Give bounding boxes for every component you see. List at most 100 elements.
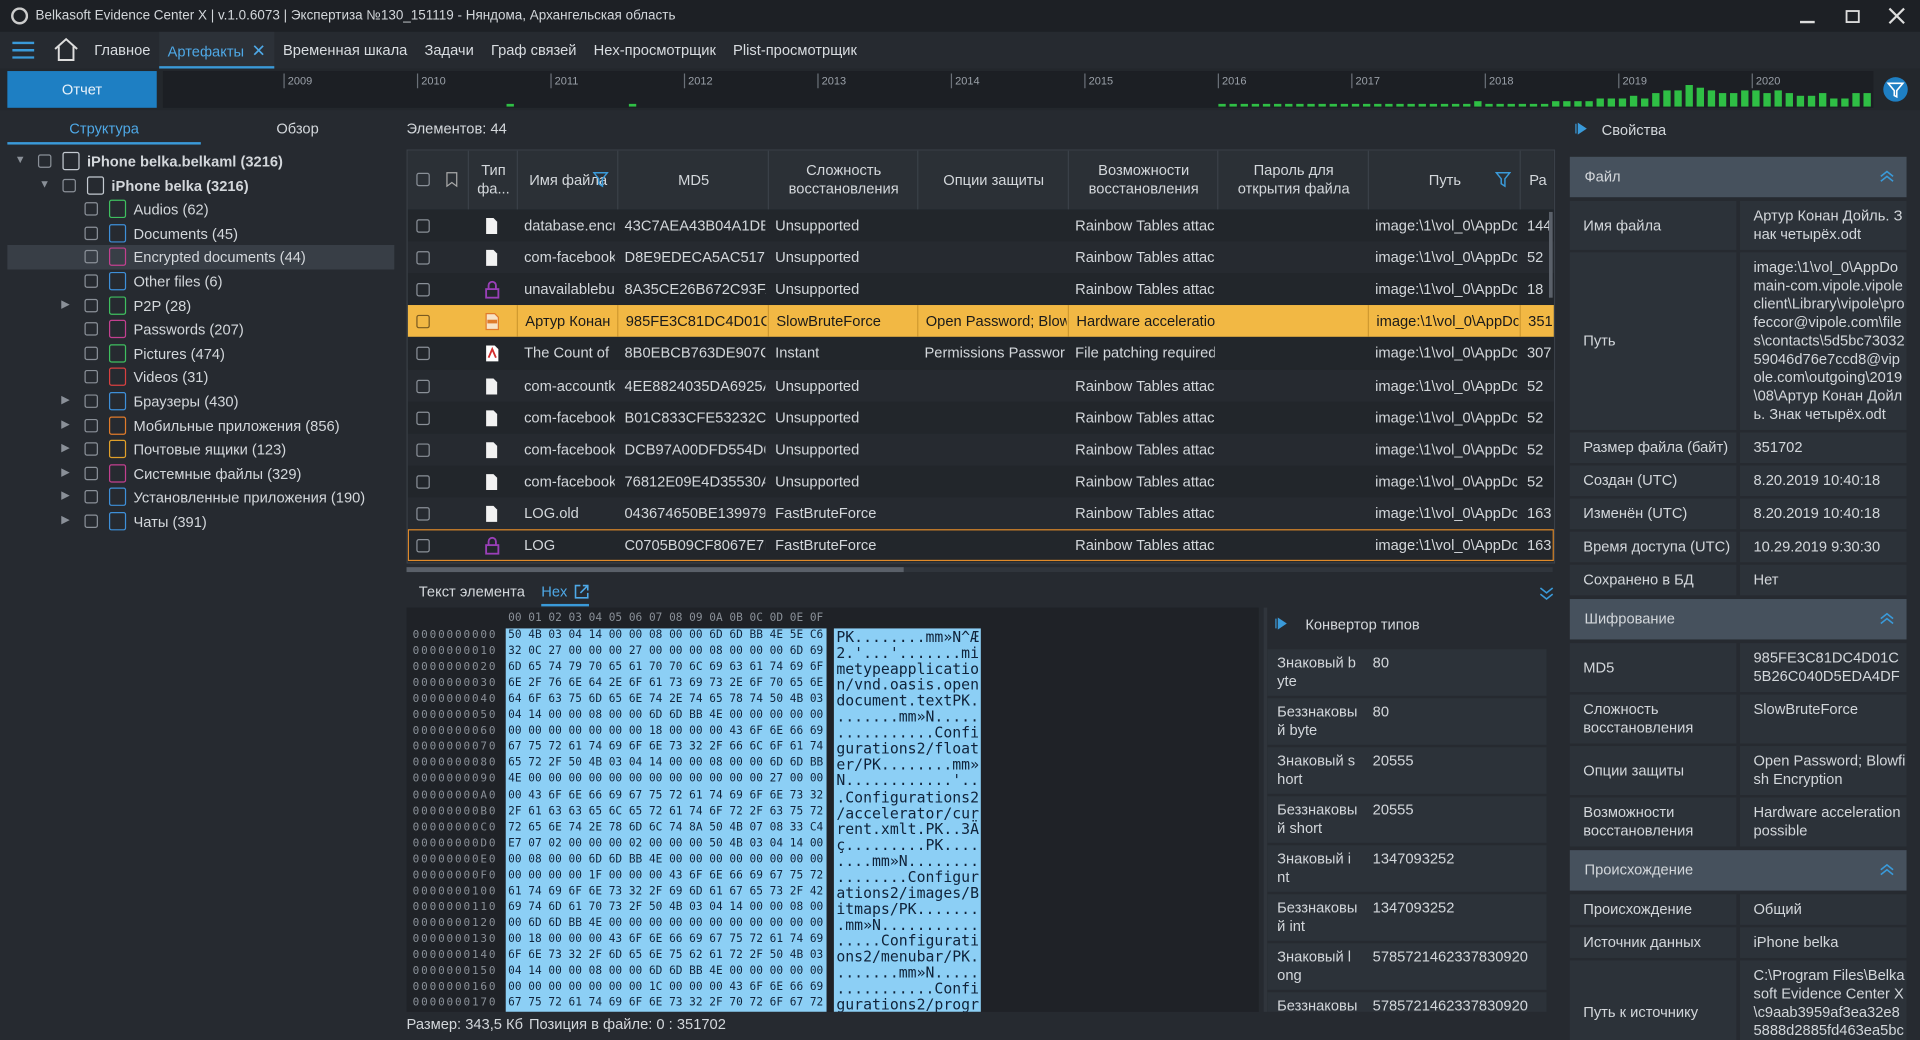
checkbox[interactable] xyxy=(84,442,98,456)
checkbox[interactable] xyxy=(84,226,98,240)
checkbox[interactable] xyxy=(416,475,430,489)
panel-tab[interactable]: Структура xyxy=(7,113,201,145)
checkbox[interactable] xyxy=(84,346,98,360)
v-scrollbar[interactable] xyxy=(1548,211,1553,298)
tree-row[interactable]: ▼ iPhone belka.belkaml (3216) xyxy=(7,149,394,173)
report-button[interactable]: Отчет xyxy=(7,71,157,108)
tree-row[interactable]: ▶ Почтовые ящики (123) xyxy=(7,438,394,462)
tree-row[interactable]: ▶ Установленные приложения (190) xyxy=(7,486,394,510)
hamburger[interactable] xyxy=(12,41,35,59)
window-controls[interactable] xyxy=(1798,7,1914,25)
table-row[interactable]: com-facebook DCB97A00DFD554D6 Unsupported R… xyxy=(407,433,1554,466)
expander[interactable]: ▶ xyxy=(61,393,70,406)
checkbox[interactable] xyxy=(62,178,76,192)
checkbox[interactable] xyxy=(84,394,98,408)
expander[interactable]: ▶ xyxy=(61,441,70,454)
column-header[interactable]: Путь xyxy=(1367,150,1521,210)
menu-item[interactable]: Главное xyxy=(86,32,159,69)
tree-row[interactable]: ▶ Браузеры (430) xyxy=(7,390,394,414)
filter-icon[interactable] xyxy=(1495,171,1512,188)
column-header[interactable]: Имя файла xyxy=(516,150,619,210)
checkbox[interactable] xyxy=(416,251,430,265)
checkbox[interactable] xyxy=(416,379,430,393)
checkbox[interactable] xyxy=(84,202,98,216)
tree-row[interactable]: Passwords (207) xyxy=(7,318,394,342)
checkbox[interactable] xyxy=(84,274,98,288)
expander[interactable]: ▶ xyxy=(61,417,70,430)
expander[interactable]: ▼ xyxy=(14,153,26,166)
tree-row[interactable]: ▶ Чаты (391) xyxy=(7,510,394,534)
checkbox[interactable] xyxy=(84,466,98,480)
menu-item[interactable]: Артефакты ✕ xyxy=(159,31,275,69)
tree-row[interactable]: Encrypted documents (44) xyxy=(7,245,395,270)
section-header[interactable]: Файл xyxy=(1569,156,1907,198)
expander[interactable]: ▶ xyxy=(61,465,70,478)
column-header[interactable]: Сложность восстановления xyxy=(767,150,919,210)
checkbox[interactable] xyxy=(84,418,98,432)
checkbox[interactable] xyxy=(84,250,98,264)
filter-icon[interactable] xyxy=(592,171,609,188)
tree-row[interactable]: ▶ P2P (28) xyxy=(7,294,394,318)
panel-tab[interactable]: Обзор xyxy=(276,120,319,138)
checkbox[interactable] xyxy=(84,370,98,384)
checkbox[interactable] xyxy=(416,315,430,329)
filter-button[interactable] xyxy=(1882,76,1909,103)
tree-row[interactable]: Videos (31) xyxy=(7,366,394,390)
checkbox[interactable] xyxy=(84,490,98,504)
column-header[interactable]: Пароль для открытия файла xyxy=(1217,150,1369,210)
checkbox[interactable] xyxy=(84,322,98,336)
tree-row[interactable]: ▶ Мобильные приложения (856) xyxy=(7,414,394,438)
checkbox[interactable] xyxy=(416,219,430,233)
collapse-icon[interactable] xyxy=(1880,612,1895,625)
h-scrollbar[interactable] xyxy=(406,567,1553,573)
table-row[interactable]: com-facebook D8E9EDECA5AC517D Unsupported R… xyxy=(407,241,1554,274)
tree-row[interactable]: Other files (6) xyxy=(7,270,394,294)
expander[interactable]: ▶ xyxy=(61,489,70,502)
table-row[interactable]: com-facebook B01C833CFE53232C7 Unsupported… xyxy=(407,401,1554,434)
table-row[interactable]: LOG.old 043674650BE139979 FastBruteForce Ra… xyxy=(407,497,1554,530)
collapse-icon[interactable] xyxy=(1880,863,1895,876)
section-header[interactable]: Шифрование xyxy=(1569,599,1907,640)
table-row[interactable]: Артур Конан 985FE3C81DC4D01C: SlowBruteFor… xyxy=(407,305,1554,338)
tree-row[interactable]: Audios (62) xyxy=(7,197,394,221)
collapse-icon[interactable] xyxy=(1539,586,1554,601)
tree-row[interactable]: ▶ Системные файлы (329) xyxy=(7,462,394,486)
checkbox[interactable] xyxy=(416,443,430,457)
column-header[interactable]: Ра xyxy=(1519,150,1554,210)
popout-icon[interactable] xyxy=(575,584,590,599)
tree-row[interactable]: ▼ iPhone belka (3216) xyxy=(7,173,394,197)
table-row[interactable]: LOG C0705B09CF8067E7B FastBruteForce Rainbo… xyxy=(407,529,1554,562)
column-header[interactable]: MD5 xyxy=(617,150,769,210)
checkbox[interactable] xyxy=(416,283,430,297)
checkbox[interactable] xyxy=(416,411,430,425)
table-row[interactable]: com-facebook 76812E09E4D35530A Unsupported… xyxy=(407,465,1554,498)
bottom-tab[interactable]: Текст элемента xyxy=(419,583,525,600)
table-row[interactable]: com-accountk 4EE8824035DA6925A Unsupported… xyxy=(407,369,1554,402)
column-header[interactable]: Тип фа... xyxy=(467,150,518,210)
column-header[interactable]: Возможности восстановления xyxy=(1067,150,1219,210)
section-header[interactable]: Происхождение xyxy=(1569,850,1907,891)
home-icon[interactable] xyxy=(53,36,80,63)
tree-row[interactable]: Pictures (474) xyxy=(7,342,394,366)
timeline[interactable]: 2009 2010 2011 2012 2013 2014 2015 2016 2017 2018… xyxy=(162,71,1874,108)
column-header[interactable]: Опции защиты xyxy=(917,150,1069,210)
checkbox[interactable] xyxy=(84,298,98,312)
menu-item[interactable]: Hex-просмотрщик xyxy=(585,32,724,69)
checkbox[interactable] xyxy=(416,347,430,361)
expander[interactable]: ▶ xyxy=(61,297,70,310)
menu-item[interactable]: Граф связей xyxy=(482,32,585,69)
expander[interactable]: ▶ xyxy=(61,513,70,526)
checkbox[interactable] xyxy=(416,172,430,187)
expander[interactable]: ▼ xyxy=(39,177,51,190)
checkbox[interactable] xyxy=(37,154,52,168)
bottom-tab[interactable]: Hex xyxy=(541,583,590,607)
checkbox[interactable] xyxy=(416,539,430,553)
table-row[interactable]: The Count of 8B0EBCB763DE907CI Instant Perm… xyxy=(407,337,1554,370)
menu-item[interactable]: Временная шкала xyxy=(274,32,415,69)
tree-row[interactable]: Documents (45) xyxy=(7,221,394,245)
close-tab[interactable]: ✕ xyxy=(251,40,266,61)
collapse-icon[interactable] xyxy=(1880,170,1895,182)
menu-item[interactable]: Задачи xyxy=(416,32,482,69)
checkbox[interactable] xyxy=(84,514,98,528)
table-row[interactable]: database.encr 43C7AEA43B04A1DB Unsupported… xyxy=(407,209,1554,242)
